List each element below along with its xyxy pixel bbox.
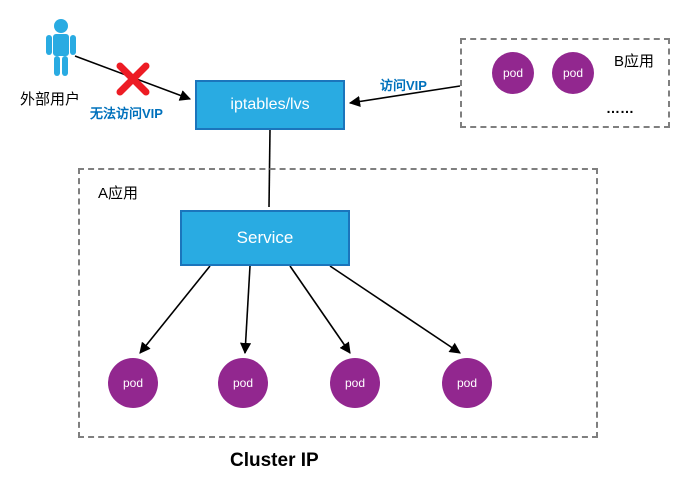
app-a-pod: pod	[442, 358, 492, 408]
iptables-box: iptables/lvs	[195, 80, 345, 130]
access-vip-label: 访问VIP	[380, 75, 427, 94]
app-b-label: B应用	[614, 50, 654, 71]
service-label: Service	[237, 228, 294, 248]
external-user-label: 外部用户	[20, 88, 80, 109]
app-a-label: A应用	[98, 182, 138, 203]
app-b-pod: pod	[552, 52, 594, 94]
service-box: Service	[180, 210, 350, 266]
iptables-label: iptables/lvs	[230, 96, 309, 114]
app-b-pod: pod	[492, 52, 534, 94]
app-a-pod: pod	[218, 358, 268, 408]
cannot-access-label: 无法访问VIP	[90, 103, 163, 122]
app-a-pod: pod	[330, 358, 380, 408]
app-b-ellipsis: ……	[606, 100, 634, 116]
diagram-title: Cluster IP	[230, 450, 319, 472]
app-a-pod: pod	[108, 358, 158, 408]
blocked-cross-icon	[116, 62, 150, 96]
user-icon	[44, 18, 78, 76]
